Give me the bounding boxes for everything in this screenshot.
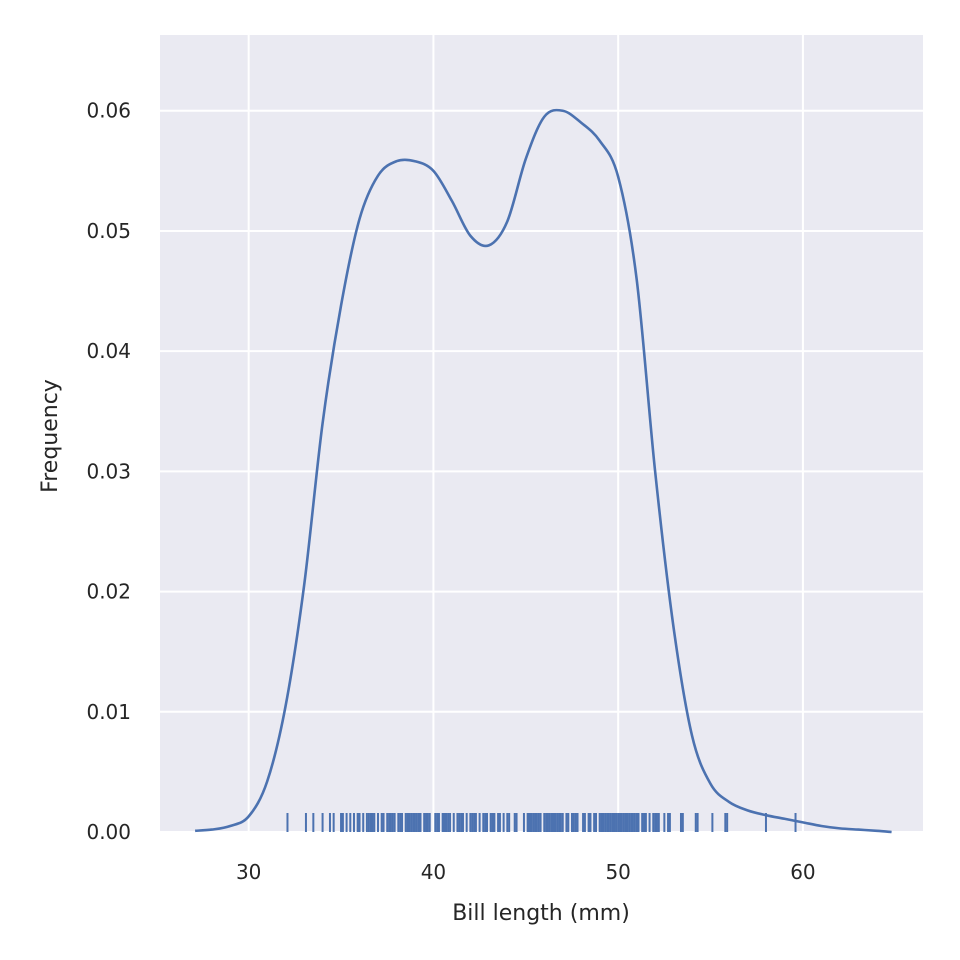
y-axis-label: Frequency: [38, 379, 63, 493]
rug-marks: [286, 813, 797, 832]
y-tick-label: 0.04: [86, 339, 131, 363]
x-tick-label: 40: [421, 860, 446, 884]
grid-lines: [160, 35, 923, 833]
y-tick-labels: 0.00 0.01 0.02 0.03 0.04 0.05 0.06: [86, 99, 131, 844]
x-axis-label: Bill length (mm): [452, 901, 630, 926]
y-tick-label: 0.06: [86, 99, 131, 123]
y-tick-label: 0.02: [86, 580, 131, 604]
x-tick-label: 60: [790, 860, 815, 884]
y-tick-label: 0.03: [86, 459, 131, 483]
x-tick-label: 30: [236, 860, 261, 884]
x-tick-label: 50: [605, 860, 630, 884]
y-tick-label: 0.01: [86, 700, 131, 724]
kde-curve: [195, 108, 892, 834]
y-tick-label: 0.05: [86, 219, 131, 243]
x-tick-labels: 30 40 50 60: [236, 860, 816, 884]
y-tick-label: 0.00: [86, 820, 131, 844]
